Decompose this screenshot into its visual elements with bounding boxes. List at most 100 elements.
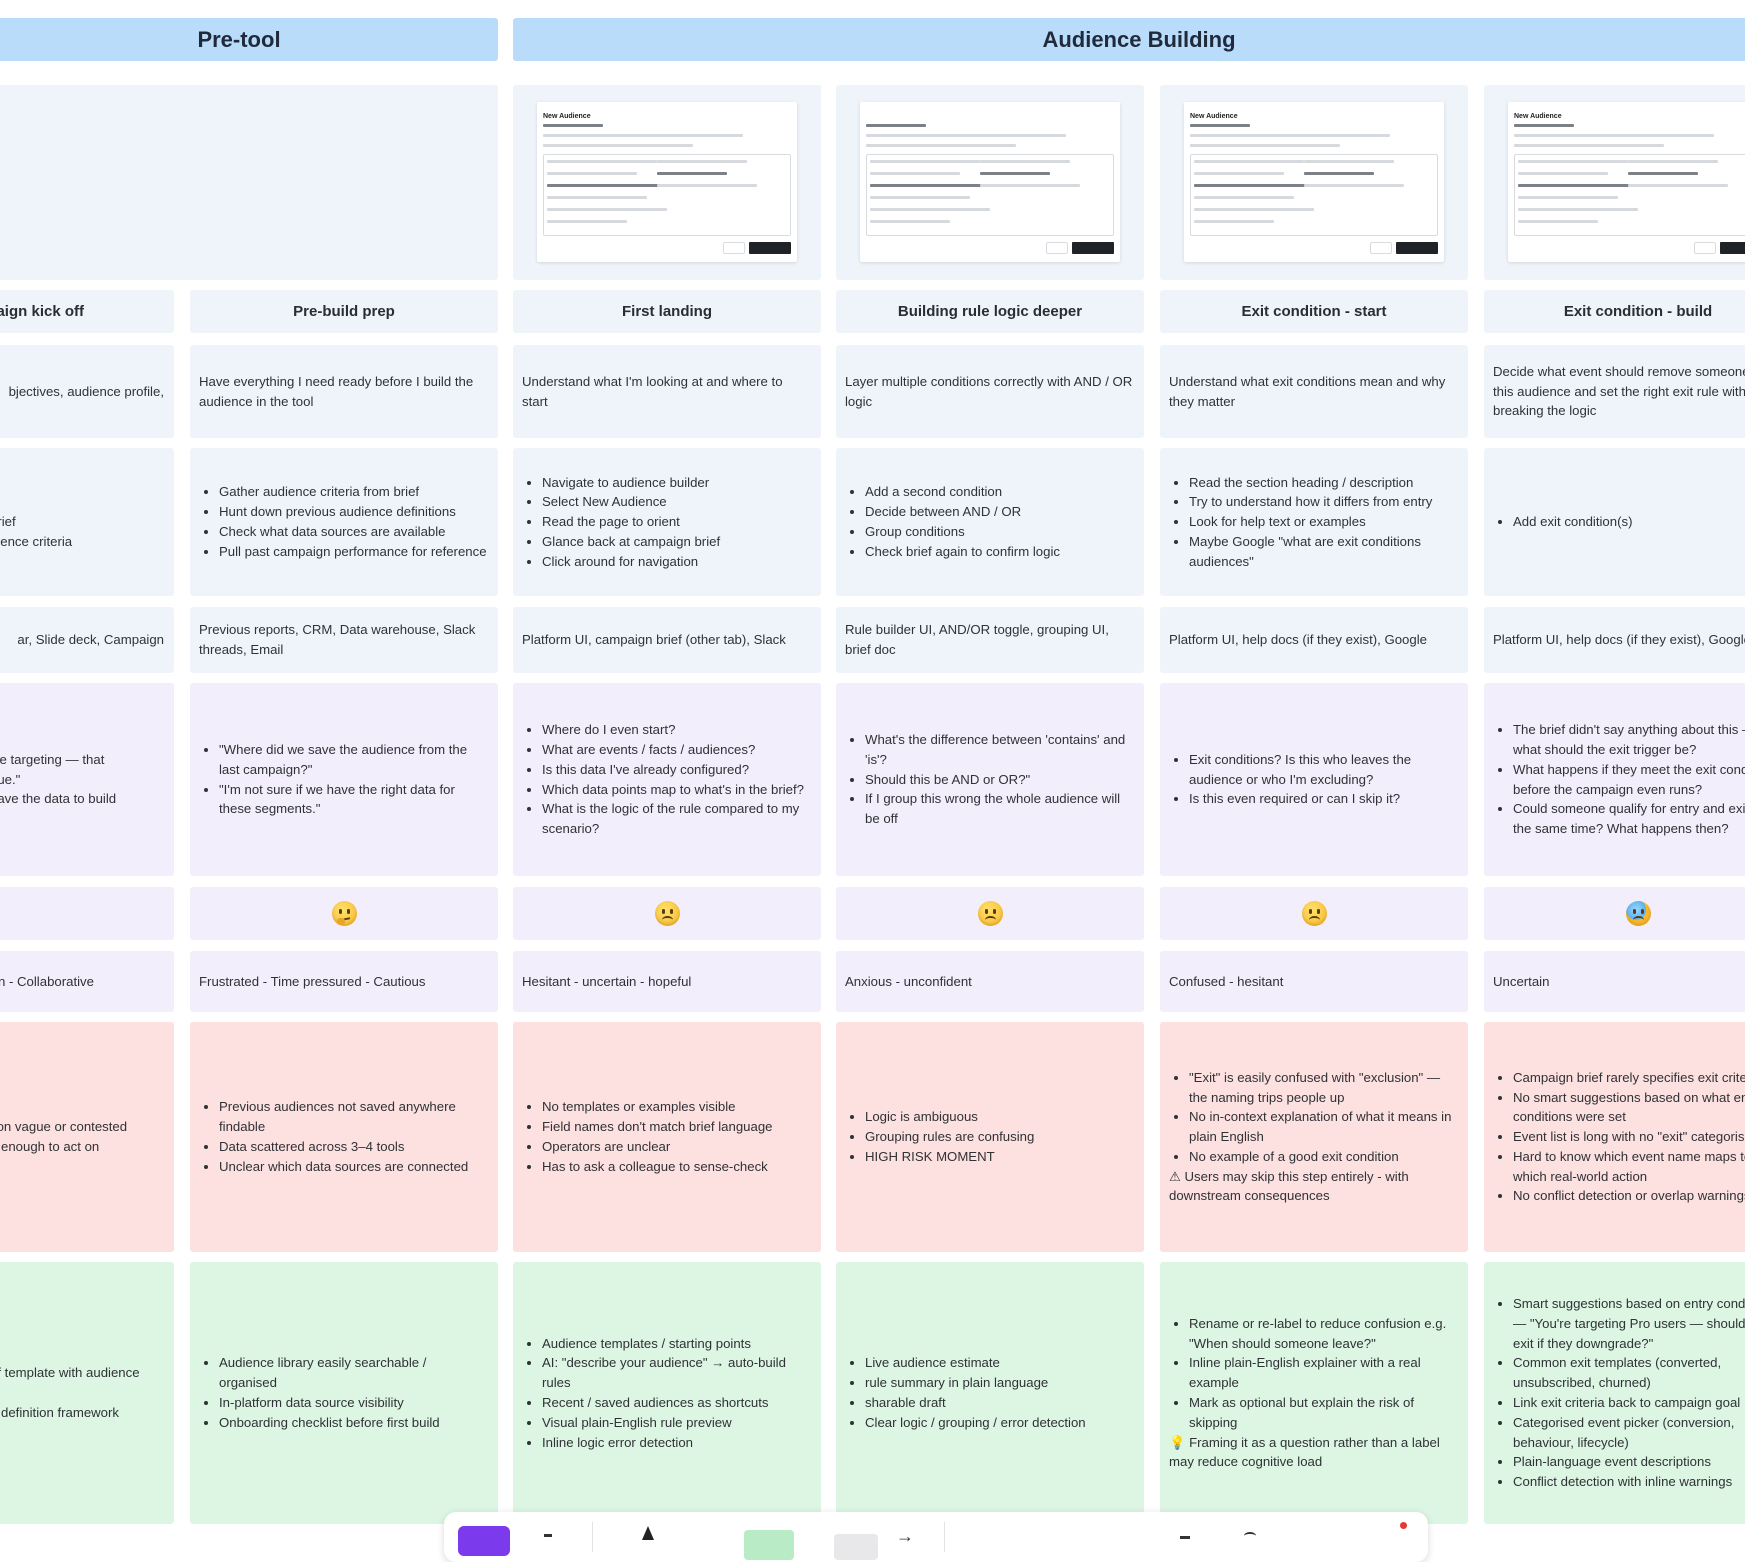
phase-pre-tool[interactable]: Pre-tool	[0, 18, 498, 61]
stage-actions: Gather audience criteria from briefHunt …	[190, 448, 498, 596]
list-item: What's the difference between 'contains'…	[865, 730, 1134, 770]
stage-tools: Rule builder UI, AND/OR toggle, grouping…	[836, 607, 1144, 673]
stage-pains-cut: tion vague or contested d enough to act o…	[0, 1117, 164, 1157]
ui-secondary-button	[1370, 242, 1392, 254]
stage-opportunities: Rename or re-label to reduce confusion e…	[1160, 1262, 1468, 1524]
pen-tool-icon[interactable]	[642, 1526, 654, 1540]
stage-tools: Platform UI, campaign brief (other tab),…	[513, 607, 821, 673]
ui-secondary-button	[1046, 242, 1068, 254]
stage-title[interactable]: Pre-build prep	[190, 290, 498, 333]
list-item: Field names don't match brief language	[542, 1117, 811, 1137]
cursor-tool-icon[interactable]	[544, 1534, 552, 1537]
ui-line	[866, 134, 1066, 137]
stage-title[interactable]: First landing	[513, 290, 821, 333]
list-item: d enough to act on	[0, 1139, 100, 1154]
list-item: No conflict detection or overlap warning…	[1513, 1186, 1745, 1206]
ui-panel	[1190, 154, 1438, 236]
list-item: Onboarding checklist before first build	[219, 1413, 488, 1433]
stage-actions: Add exit condition(s)	[1484, 448, 1745, 596]
stage-title-text: aign kick off	[0, 302, 84, 320]
record-indicator-icon[interactable]	[1400, 1522, 1407, 1529]
ui-line	[1304, 184, 1404, 187]
ui-line	[980, 172, 1050, 175]
stage-opportunities: Live audience estimaterule summary in pl…	[836, 1262, 1144, 1524]
shape-tool-icon[interactable]	[834, 1534, 878, 1560]
stage-title[interactable]: Exit condition - build	[1484, 290, 1745, 333]
stage-emotion-words: Uncertain	[1484, 951, 1745, 1012]
list-item: What happens if they meet the exit condi…	[1513, 760, 1745, 800]
list-item: Operators are unclear	[542, 1137, 811, 1157]
stage-tools-text: ar, Slide deck, Campaign	[17, 632, 164, 648]
stage-thoughts: Where do I even start?What are events / …	[513, 683, 821, 876]
stage-emotion-words: Confused - hesitant	[1160, 951, 1468, 1012]
ui-primary-button	[1072, 242, 1114, 254]
stage-emotion-text: Anxious - unconfident	[845, 973, 972, 989]
stage-emotion-text: n - Collaborative	[0, 973, 94, 989]
phase-audience-building[interactable]: Audience Building	[513, 18, 1745, 61]
stage-title[interactable]: Exit condition - start	[1160, 290, 1468, 333]
list-item: The brief didn't say anything about this…	[1513, 720, 1745, 760]
stage-tools-text: Platform UI, help docs (if they exist), …	[1493, 632, 1745, 648]
eye	[1316, 909, 1320, 914]
list-item: Campaign brief rarely specifies exit cri…	[1513, 1068, 1745, 1088]
ui-screenshot-thumbnail[interactable]: New Audience	[1184, 102, 1444, 262]
stage-pains-list: Previous audiences not saved anywhere fi…	[199, 1097, 488, 1176]
list-item: Click around for navigation	[542, 552, 811, 572]
comment-tool-icon[interactable]	[1244, 1532, 1256, 1540]
stage-tools: Previous reports, CRM, Data warehouse, S…	[190, 607, 498, 673]
list-item: Live audience estimate	[865, 1353, 1134, 1373]
ui-screenshot-thumbnail[interactable]	[860, 102, 1120, 262]
mouth	[661, 916, 673, 924]
stage-pains-list: Campaign brief rarely specifies exit cri…	[1493, 1068, 1745, 1207]
text-tool-icon[interactable]	[1180, 1536, 1190, 1539]
stage-goal-text: Have everything I need ready before I bu…	[199, 373, 474, 409]
ui-panel	[543, 154, 791, 236]
stage-pain-points: Campaign brief rarely specifies exit cri…	[1484, 1022, 1745, 1252]
list-item: Where do I even start?	[542, 720, 811, 740]
list-item: In-platform data source visibility	[219, 1393, 488, 1413]
eye	[1308, 909, 1312, 914]
ui-screenshot-thumbnail[interactable]: New Audience	[1508, 102, 1745, 262]
ui-primary-button	[749, 242, 791, 254]
stage-opportunities: ef template with audience e definition f…	[0, 1262, 174, 1524]
ui-line	[1628, 160, 1718, 163]
list-item: Look for help text or examples	[1189, 512, 1458, 532]
stage-emotion-text: Frustrated - Time pressured - Cautious	[199, 973, 426, 989]
ui-screenshot-thumbnail[interactable]: New Audience	[537, 102, 797, 262]
sticky-note-icon[interactable]	[744, 1530, 794, 1560]
mouth	[1308, 916, 1320, 924]
stage-title-text: Pre-build prep	[293, 302, 395, 320]
frame-tool-button[interactable]	[458, 1526, 510, 1556]
stage-pain-points: "Exit" is easily confused with "exclusio…	[1160, 1022, 1468, 1252]
emotion-face-icon	[1625, 901, 1651, 926]
stage-thoughts-list: "Where did we save the audience from the…	[199, 740, 488, 819]
list-item: Decide between AND / OR	[865, 502, 1134, 522]
eye	[338, 909, 342, 914]
stage-emotion-face	[1484, 887, 1745, 940]
stage-opps-list: Live audience estimaterule summary in pl…	[845, 1353, 1134, 1432]
stage-emotion-words: Hesitant - uncertain - hopeful	[513, 951, 821, 1012]
ui-secondary-button	[1694, 242, 1716, 254]
stage-actions-list: Add a second conditionDecide between AND…	[845, 482, 1134, 561]
list-item: Link exit criteria back to campaign goal	[1513, 1393, 1745, 1413]
stage-title[interactable]: Building rule logic deeper	[836, 290, 1144, 333]
stage-goal-text: Layer multiple conditions correctly with…	[845, 373, 1133, 409]
ui-line	[547, 196, 647, 199]
stage-title[interactable]: aign kick off	[0, 290, 174, 333]
stage-actions-list: Navigate to audience builderSelect New A…	[522, 473, 811, 572]
screenshot-cell: New Audience	[1160, 85, 1468, 280]
ui-line	[870, 208, 990, 211]
list-item: Recent / saved audiences as shortcuts	[542, 1393, 811, 1413]
ui-line	[1514, 144, 1664, 147]
list-item: we targeting — that	[0, 751, 105, 767]
arrow-tool-icon[interactable]: →	[896, 1526, 914, 1546]
stage-goal: Layer multiple conditions correctly with…	[836, 345, 1144, 438]
ui-line	[1514, 134, 1714, 137]
list-item: Is this even required or can I skip it?	[1189, 789, 1458, 809]
list-item: AI: "describe your audience" → auto-buil…	[542, 1353, 811, 1393]
list-item: Hard to know which event name maps to wh…	[1513, 1147, 1745, 1187]
screenshot-cell-empty	[0, 85, 498, 280]
ui-line	[1304, 172, 1374, 175]
stage-goal-text: Understand what exit conditions mean and…	[1169, 373, 1446, 409]
